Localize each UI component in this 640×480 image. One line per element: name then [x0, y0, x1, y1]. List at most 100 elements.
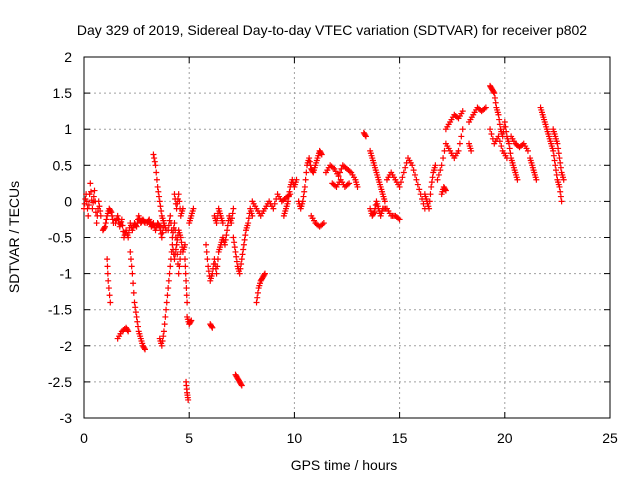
- data-point: [498, 143, 505, 150]
- data-point: [107, 208, 114, 215]
- data-point: [158, 230, 165, 237]
- data-point: [83, 198, 90, 205]
- data-point: [412, 171, 419, 178]
- data-point: [456, 140, 463, 147]
- data-point: [175, 270, 182, 277]
- data-point: [125, 229, 132, 236]
- data-point: [336, 169, 343, 176]
- data-point: [396, 216, 403, 223]
- data-point: [124, 327, 131, 334]
- data-point: [175, 191, 182, 198]
- data-point: [165, 277, 172, 284]
- data-point: [238, 381, 245, 388]
- data-point: [555, 150, 562, 157]
- data-point: [166, 270, 173, 277]
- data-point: [557, 164, 564, 171]
- data-point: [88, 188, 95, 195]
- data-point: [318, 150, 325, 157]
- data-point: [164, 292, 171, 299]
- data-point: [410, 167, 417, 174]
- data-point: [455, 147, 462, 154]
- data-point: [270, 205, 277, 212]
- data-point: [125, 328, 132, 335]
- data-point: [303, 169, 310, 176]
- data-point: [293, 176, 300, 183]
- data-point: [496, 121, 503, 128]
- data-point: [491, 90, 498, 97]
- data-point: [160, 220, 167, 227]
- data-point: [151, 155, 158, 162]
- data-point: [514, 176, 521, 183]
- x-tick-label: 15: [392, 430, 408, 446]
- data-point: [178, 239, 185, 246]
- data-point: [104, 263, 111, 270]
- data-point: [435, 171, 442, 178]
- data-point: [242, 232, 249, 239]
- data-point: [229, 210, 236, 217]
- data-point: [230, 205, 237, 212]
- data-point: [533, 176, 540, 183]
- data-point: [182, 263, 189, 270]
- data-point: [222, 236, 229, 243]
- data-point: [249, 212, 256, 219]
- data-point: [151, 158, 158, 165]
- y-tick-label: 0: [64, 193, 72, 209]
- data-point: [299, 198, 306, 205]
- data-point: [458, 133, 465, 140]
- data-point: [87, 180, 94, 187]
- data-point: [254, 294, 261, 301]
- data-point: [524, 147, 531, 154]
- data-point: [103, 216, 110, 223]
- data-point: [107, 299, 114, 306]
- y-tick-label: 1: [64, 121, 72, 137]
- data-point: [162, 313, 169, 320]
- data-point: [85, 212, 92, 219]
- data-point: [89, 205, 96, 212]
- data-point: [91, 187, 98, 194]
- chart-title: Day 329 of 2019, Sidereal Day-to-day VTE…: [77, 22, 587, 38]
- data-point: [156, 193, 163, 200]
- data-point: [400, 169, 407, 176]
- data-point: [101, 224, 108, 231]
- data-point: [167, 263, 174, 270]
- data-point: [183, 292, 190, 299]
- data-point: [236, 270, 243, 277]
- grid: [84, 57, 610, 418]
- data-point: [97, 212, 104, 219]
- data-point: [231, 244, 238, 251]
- data-point: [553, 171, 560, 178]
- data-point: [306, 158, 313, 165]
- data-point: [157, 203, 164, 210]
- data-point: [90, 193, 97, 200]
- data-point: [335, 173, 342, 180]
- data-point: [130, 289, 137, 296]
- data-point: [125, 234, 132, 241]
- data-point: [131, 299, 138, 306]
- data-point: [432, 162, 439, 169]
- x-tick-label: 5: [185, 430, 193, 446]
- data-point: [440, 155, 447, 162]
- data-point: [159, 229, 166, 236]
- x-tick-label: 20: [497, 430, 513, 446]
- data-point: [429, 174, 436, 181]
- data-point: [104, 270, 111, 277]
- data-point: [228, 220, 235, 227]
- data-point: [105, 277, 112, 284]
- data-point: [127, 248, 134, 255]
- data-point: [556, 155, 563, 162]
- data-point: [459, 126, 466, 133]
- data-point: [188, 317, 195, 324]
- data-point: [97, 208, 104, 215]
- data-point: [241, 236, 248, 243]
- data-point: [209, 324, 216, 331]
- data-point: [155, 188, 162, 195]
- data-point: [552, 167, 559, 174]
- data-point: [285, 198, 292, 205]
- data-point: [496, 116, 503, 123]
- data-point: [427, 191, 434, 198]
- data-point: [495, 111, 502, 118]
- data-point: [550, 152, 557, 159]
- data-point: [550, 147, 557, 154]
- data-point: [214, 256, 221, 263]
- data-point: [171, 220, 178, 227]
